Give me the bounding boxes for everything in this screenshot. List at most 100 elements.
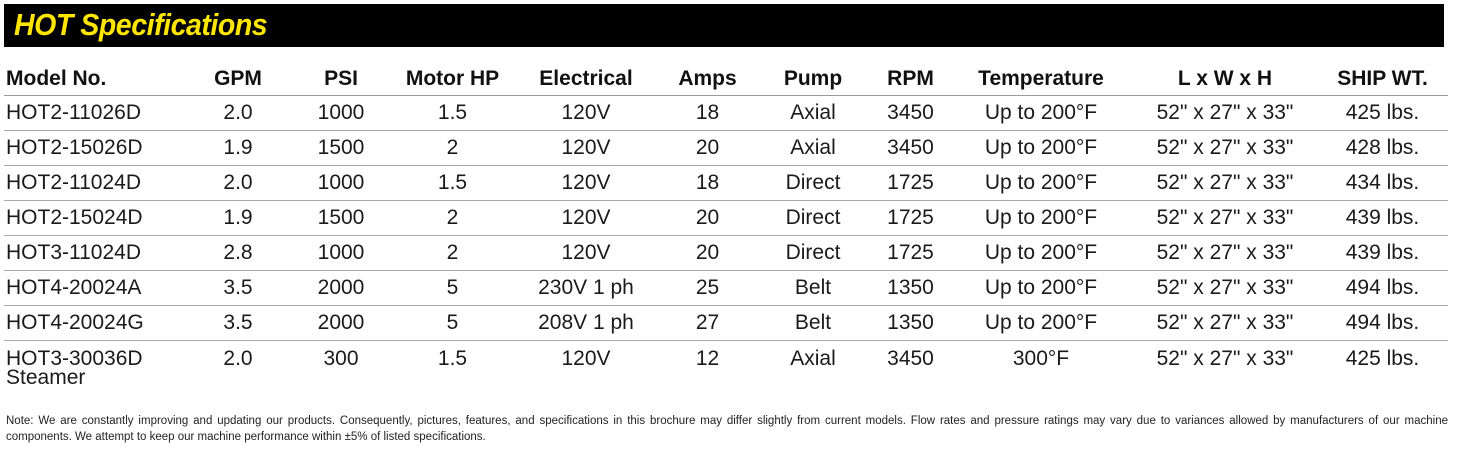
table-row: HOT2-15024D 1.9 1500 2 120V 20 Direct 1725 Up to… — [4, 200, 1448, 236]
cell-pump: Direct — [754, 200, 872, 236]
cell-pump: Axial — [754, 130, 872, 166]
table-row: HOT4-20024A 3.5 2000 5 230V 1 ph 25 Belt 1350 Up… — [4, 270, 1448, 306]
cell-gpm: 1.9 — [188, 130, 288, 166]
cell-model: HOT2-11026D — [4, 95, 188, 131]
cell-model: HOT3-30036D Steamer — [4, 341, 188, 396]
cell-model: HOT2-11024D — [4, 165, 188, 201]
cell-temperature: Up to 200°F — [949, 200, 1133, 236]
cell-temperature: Up to 200°F — [949, 95, 1133, 131]
header-motor-hp: Motor HP — [394, 62, 511, 96]
cell-motor-hp: 2 — [394, 235, 511, 271]
cell-psi: 1500 — [288, 130, 394, 166]
cell-electrical: 120V — [511, 165, 661, 201]
cell-dimensions: 52" x 27" x 33" — [1133, 95, 1317, 131]
cell-dimensions: 52" x 27" x 33" — [1133, 200, 1317, 236]
cell-gpm: 2.0 — [188, 165, 288, 201]
cell-dimensions: 52" x 27" x 33" — [1133, 130, 1317, 166]
page-title: HOT Specifications — [14, 7, 268, 42]
cell-amps: 18 — [661, 95, 754, 131]
cell-model: HOT2-15024D — [4, 200, 188, 236]
cell-gpm: 3.5 — [188, 270, 288, 306]
cell-motor-hp: 1.5 — [394, 95, 511, 131]
header-ship-wt: SHIP WT. — [1317, 62, 1448, 96]
cell-gpm: 1.9 — [188, 200, 288, 236]
table-row: HOT4-20024G 3.5 2000 5 208V 1 ph 27 Belt 1350 Up… — [4, 305, 1448, 341]
cell-motor-hp: 5 — [394, 305, 511, 341]
cell-psi: 1000 — [288, 235, 394, 271]
cell-motor-hp: 1.5 — [394, 165, 511, 201]
cell-amps: 25 — [661, 270, 754, 306]
cell-ship-wt: 439 lbs. — [1317, 235, 1448, 271]
cell-ship-wt: 494 lbs. — [1317, 305, 1448, 341]
table-row: HOT2-11024D 2.0 1000 1.5 120V 18 Direct 1725 Up … — [4, 165, 1448, 201]
cell-amps: 20 — [661, 200, 754, 236]
header-gpm: GPM — [188, 62, 288, 96]
cell-temperature: Up to 200°F — [949, 305, 1133, 341]
footnote: Note: We are constantly improving and up… — [6, 415, 1448, 443]
cell-motor-hp: 5 — [394, 270, 511, 306]
cell-temperature: Up to 200°F — [949, 165, 1133, 201]
cell-rpm: 1725 — [872, 200, 949, 236]
cell-amps: 20 — [661, 235, 754, 271]
cell-dimensions: 52" x 27" x 33" — [1133, 305, 1317, 341]
table-row: HOT3-11024D 2.8 1000 2 120V 20 Direct 1725 Up to… — [4, 235, 1448, 271]
cell-ship-wt: 434 lbs. — [1317, 165, 1448, 201]
cell-temperature: 300°F — [1012, 347, 1070, 370]
header-amps: Amps — [661, 62, 754, 96]
cell-model: HOT4-20024G — [4, 305, 188, 341]
table-row: HOT2-15026D 1.9 1500 2 120V 20 Axial 3450 Up to … — [4, 130, 1448, 166]
cell-dimensions: 52" x 27" x 33" — [1133, 235, 1317, 271]
cell-rpm: 3450 — [872, 130, 949, 166]
cell-motor-hp: 2 — [394, 200, 511, 236]
table-row: HOT3-30036D Steamer 2.0 300 1.5 120V 12 Axial 34… — [4, 341, 1448, 396]
cell-amps: 18 — [661, 165, 754, 201]
header-pump: Pump — [754, 62, 872, 96]
cell-electrical: 120V — [511, 95, 661, 131]
title-bar: HOT Specifications — [4, 4, 1444, 47]
model-number: HOT2-11024D — [6, 171, 142, 194]
model-number: HOT3-30036D — [6, 347, 143, 370]
cell-model: HOT3-11024D — [4, 235, 188, 271]
cell-model: HOT4-20024A — [4, 270, 188, 306]
table-header-row: Model No. GPM PSI Motor HP Electrical Am… — [4, 62, 1448, 96]
cell-gpm: 2.8 — [188, 235, 288, 271]
cell-dimensions: 52" x 27" x 33" — [1133, 270, 1317, 306]
model-number: HOT4-20024G — [6, 311, 144, 334]
cell-electrical: 230V 1 ph — [511, 270, 661, 306]
header-electrical: Electrical — [511, 62, 661, 96]
cell-rpm: 3450 — [872, 95, 949, 131]
cell-amps: 27 — [661, 305, 754, 341]
cell-pump: Direct — [754, 165, 872, 201]
cell-electrical: 120V — [561, 347, 611, 370]
cell-pump: Belt — [754, 270, 872, 306]
cell-psi: 300 — [323, 347, 359, 370]
cell-ship-wt: 425 lbs. — [1317, 95, 1448, 131]
cell-electrical: 120V — [511, 200, 661, 236]
table-row: HOT2-11026D 2.0 1000 1.5 120V 18 Axial 3450 Up t… — [4, 95, 1448, 131]
cell-temperature: Up to 200°F — [949, 270, 1133, 306]
cell-rpm: 1725 — [872, 165, 949, 201]
cell-amps: 12 — [695, 347, 720, 370]
header-model: Model No. — [4, 62, 188, 96]
cell-temperature: Up to 200°F — [949, 130, 1133, 166]
cell-pump: Belt — [754, 305, 872, 341]
cell-gpm: 2.0 — [223, 347, 253, 370]
cell-pump: Direct — [754, 235, 872, 271]
cell-gpm: 3.5 — [188, 305, 288, 341]
cell-temperature: Up to 200°F — [949, 235, 1133, 271]
cell-rpm: 1350 — [872, 270, 949, 306]
cell-psi: 2000 — [288, 270, 394, 306]
specifications-table: Model No. GPM PSI Motor HP Electrical Am… — [4, 62, 1448, 395]
cell-gpm: 2.0 — [188, 95, 288, 131]
cell-amps: 20 — [661, 130, 754, 166]
cell-dimensions: 52" x 27" x 33" — [1133, 165, 1317, 201]
cell-model: HOT2-15026D — [4, 130, 188, 166]
cell-ship-wt: 439 lbs. — [1317, 200, 1448, 236]
cell-electrical: 208V 1 ph — [511, 305, 661, 341]
model-number: HOT2-11026D — [6, 101, 142, 124]
cell-pump: Axial — [754, 95, 872, 131]
table-body: HOT2-11026D 2.0 1000 1.5 120V 18 Axial 3450 Up t… — [4, 95, 1448, 396]
cell-dimensions: 52" x 27" x 33" — [1156, 347, 1294, 370]
header-rpm: RPM — [872, 62, 949, 96]
cell-motor-hp: 2 — [394, 130, 511, 166]
